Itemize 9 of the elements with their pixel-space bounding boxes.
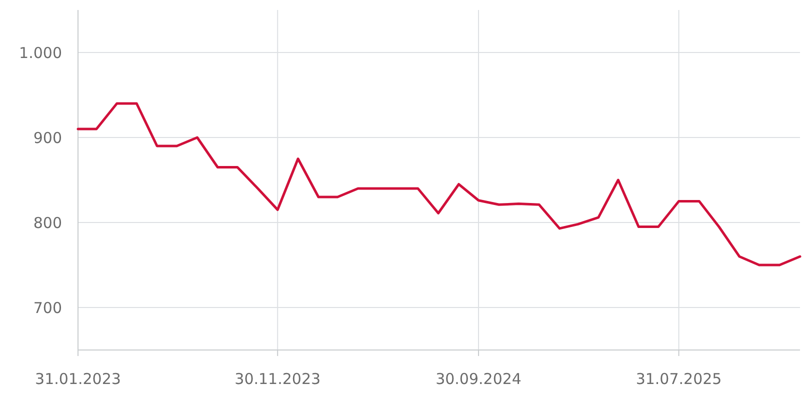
y-tick-label: 1.000 bbox=[19, 44, 62, 62]
y-tick-label: 700 bbox=[33, 298, 62, 317]
y-tick-label: 900 bbox=[33, 128, 62, 147]
x-tick-label: 30.11.2023 bbox=[234, 370, 321, 388]
line-series bbox=[76, 102, 802, 266]
x-tick-label: 30.09.2024 bbox=[436, 370, 522, 388]
y-tick-label: 800 bbox=[33, 214, 62, 232]
x-tick-label: 31.07.2025 bbox=[636, 370, 722, 388]
x-tick-label: 31.01.2023 bbox=[35, 370, 121, 388]
